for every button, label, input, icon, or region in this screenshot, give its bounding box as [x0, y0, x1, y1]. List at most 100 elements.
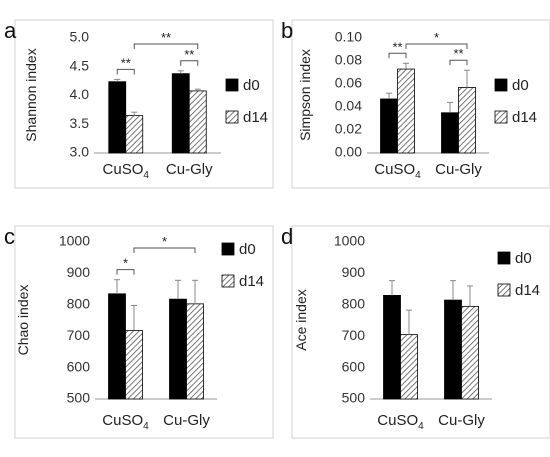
y-tick-label: 5.0: [70, 29, 90, 45]
significance-label: **: [392, 39, 402, 54]
bar-d0: [380, 98, 398, 154]
y-tick-label: 500: [67, 390, 91, 406]
legend-label: d14: [239, 273, 264, 290]
y-tick-label: 800: [67, 296, 91, 312]
legend-swatch-d0: [221, 242, 235, 256]
y-tick-label: 600: [67, 358, 91, 374]
legend-label: d0: [515, 250, 532, 267]
legend-swatch-d0: [494, 78, 508, 92]
significance-label: **: [184, 47, 194, 62]
significance-label: **: [121, 55, 131, 70]
legend-swatch-d14: [221, 274, 235, 288]
bar-d14: [400, 334, 418, 400]
x-tick-subscript: 4: [415, 170, 421, 181]
legend-label: d0: [243, 77, 260, 94]
y-tick-label: 600: [342, 358, 366, 374]
bar-d0: [171, 73, 190, 154]
significance-bracket: [116, 68, 135, 75]
significance-bracket: [180, 60, 199, 66]
bar-d0: [108, 81, 127, 154]
chart-panel-d: d 500 600 700 800 900 1000 Ace index CuSO4 Cu-Gly…: [281, 224, 550, 439]
significance-bracket: [449, 59, 468, 66]
chart-panel-b: b 0.00 0.02 0.04 0.06 0.08 0.10 Simpson index Cu…: [281, 18, 550, 189]
panel-frame: [14, 225, 274, 439]
y-tick-label: 0.04: [335, 98, 362, 114]
legend-swatch-d14: [494, 110, 508, 124]
y-axis-label: Shannon index: [23, 48, 39, 141]
x-tick-label: Cu-Gly: [438, 412, 485, 429]
x-tick-subscript: 4: [418, 421, 424, 432]
bar-d0: [169, 298, 187, 400]
panel-frame: [291, 225, 550, 439]
y-tick-label: 0.02: [335, 121, 362, 137]
x-tick-label: CuSO4: [377, 412, 424, 432]
bar-d14: [125, 115, 144, 154]
bar-d0: [383, 294, 401, 400]
chart-panel-c: c 500 600 700 800 900 1000 Chao index CuSO4 Cu-Gl…: [4, 224, 274, 439]
bar-d14: [125, 330, 143, 400]
x-tick-label: CuSO4: [103, 161, 150, 181]
y-tick-label: 700: [342, 327, 366, 343]
y-tick-label: 1000: [334, 233, 365, 249]
y-tick-label: 900: [342, 264, 366, 280]
x-tick-label: CuSO4: [102, 412, 149, 432]
significance-label: *: [123, 256, 128, 271]
significance-bracket: [116, 269, 135, 275]
bar-d14: [397, 68, 415, 154]
y-tick-label: 0.06: [335, 75, 362, 91]
bar-d14: [186, 303, 204, 400]
y-tick-label: 0.08: [335, 52, 362, 68]
legend-swatch-d14: [225, 110, 239, 124]
x-tick-subscript: 4: [143, 170, 149, 181]
significance-bracket: [388, 52, 407, 59]
x-tick-label: Cu-Gly: [166, 161, 213, 178]
significance-label: **: [453, 46, 463, 61]
bar-d14: [188, 90, 207, 154]
y-tick-label: 0.10: [335, 29, 362, 45]
y-axis-label: Ace index: [293, 289, 309, 350]
legend-swatch-d0: [497, 251, 511, 265]
x-tick-subscript: 4: [143, 421, 149, 432]
legend-label: d14: [515, 282, 540, 299]
legend-swatch-d14: [497, 283, 511, 297]
legend-label: d0: [239, 241, 256, 258]
panel-label: b: [281, 18, 293, 43]
y-tick-label: 0.00: [335, 144, 362, 160]
chart-panel-a: a 3.0 3.5 4.0 4.5 5.0 Shannon index CuSO4 Cu-Gly…: [4, 18, 274, 189]
x-tick-label: Cu-Gly: [435, 161, 482, 178]
y-tick-label: 900: [67, 264, 91, 280]
x-tick-label: Cu-Gly: [163, 412, 210, 429]
panel-frame: [291, 19, 550, 189]
significance-bracket: [133, 247, 196, 253]
significance-label: *: [162, 234, 167, 249]
y-axis-label: Simpson index: [297, 49, 313, 141]
y-tick-label: 4.5: [70, 57, 90, 73]
y-axis-label: Chao index: [15, 285, 31, 356]
bar-d0: [108, 293, 126, 400]
y-tick-label: 700: [67, 327, 91, 343]
y-tick-label: 3.0: [70, 144, 90, 160]
panel-label: d: [281, 224, 293, 249]
legend-swatch-d0: [225, 78, 239, 92]
significance-bracket: [405, 43, 468, 49]
legend-label: d0: [512, 77, 529, 94]
legend-label: d14: [512, 109, 537, 126]
bar-d0: [441, 112, 459, 154]
panel-label: c: [4, 224, 15, 249]
y-tick-label: 4.0: [70, 86, 90, 102]
bar-d14: [458, 87, 476, 154]
significance-bracket: [133, 43, 199, 49]
y-tick-label: 500: [342, 390, 366, 406]
y-tick-label: 1000: [59, 233, 90, 249]
y-tick-label: 3.5: [70, 115, 90, 131]
bar-d14: [461, 305, 479, 400]
significance-label: *: [434, 30, 439, 45]
x-tick-label: CuSO4: [374, 161, 421, 181]
significance-label: **: [161, 30, 171, 45]
legend-label: d14: [243, 109, 268, 126]
bar-d0: [444, 299, 462, 400]
panel-frame: [14, 19, 274, 189]
panel-label: a: [4, 18, 17, 43]
